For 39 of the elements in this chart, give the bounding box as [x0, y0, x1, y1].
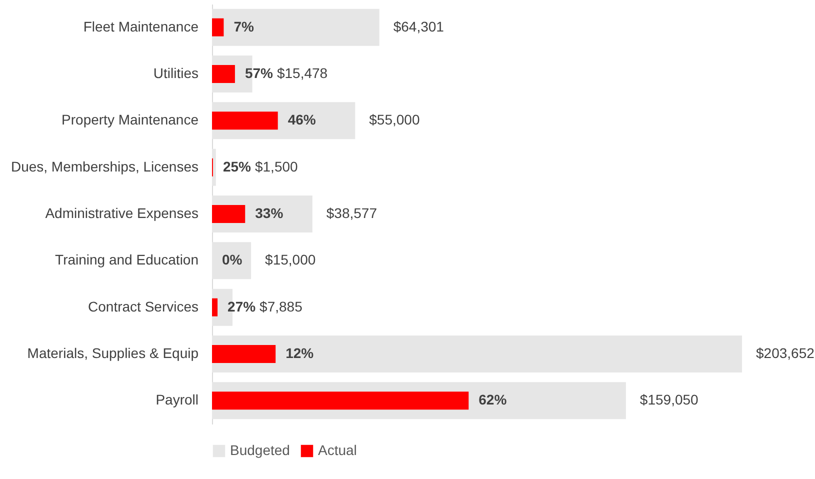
- bar: [212, 65, 235, 83]
- legend-label: Actual: [318, 442, 357, 458]
- annotation: 57%: [244, 65, 274, 81]
- data-label: $55,000: [369, 112, 420, 128]
- y-tick-label: Training and Education: [55, 252, 198, 268]
- annotation: 25%: [222, 158, 252, 174]
- annotation: 27%: [228, 298, 256, 314]
- bar: [212, 345, 276, 363]
- y-tick-label: Contract Services: [88, 298, 198, 314]
- y-tick-label: Utilities: [153, 65, 198, 81]
- data-label: $203,652: [756, 345, 815, 361]
- y-tick-label: Payroll: [156, 392, 198, 408]
- bar: [212, 112, 278, 130]
- bar: [212, 392, 469, 410]
- annotation: 12%: [286, 345, 314, 361]
- y-tick-label: Fleet Maintenance: [83, 18, 199, 34]
- bar: [212, 298, 218, 316]
- annotation: 33%: [255, 205, 284, 221]
- bar: [212, 8, 380, 46]
- annotation: 7%: [234, 18, 254, 34]
- bar: [212, 18, 224, 36]
- data-label: $7,885: [260, 298, 303, 314]
- y-tick-label: Materials, Supplies & Equip: [27, 345, 199, 361]
- data-label: $64,301: [393, 18, 444, 34]
- data-label: $1,500: [254, 158, 298, 174]
- bar: [212, 336, 742, 372]
- data-label: $15,000: [265, 252, 316, 268]
- data-label: $159,050: [640, 392, 699, 408]
- y-tick-label: Property Maintenance: [62, 112, 199, 128]
- bar: [212, 242, 252, 280]
- annotation: 0%: [222, 252, 243, 268]
- annotation: 62%: [478, 392, 508, 408]
- annotation: 46%: [288, 112, 316, 128]
- data-label: $15,478: [276, 65, 328, 81]
- y-tick-label: Administrative Expenses: [45, 205, 198, 221]
- data-label: $38,577: [326, 205, 378, 221]
- bar: [212, 205, 246, 223]
- legend-label: Budgeted: [230, 442, 290, 458]
- y-tick-label: Dues, Memberships, Licenses: [10, 158, 198, 174]
